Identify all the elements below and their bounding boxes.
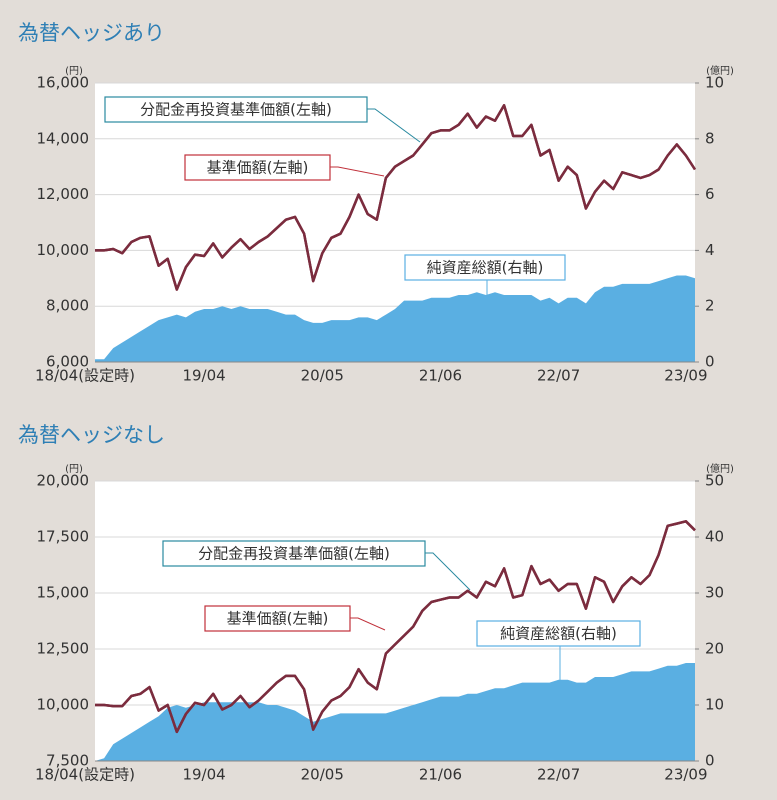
x-tick-label: 23/09 (664, 367, 707, 385)
y2-tick-label: 6 (705, 185, 715, 203)
y2-tick-label: 20 (705, 640, 724, 658)
x-tick-label: 19/04 (182, 766, 225, 784)
chart-title: 為替ヘッジなし (18, 423, 165, 447)
area (95, 275, 695, 362)
y-axis-label: (円) (65, 66, 83, 77)
y-tick-label: 15,000 (37, 584, 90, 602)
legend-box (104, 96, 368, 123)
legend-box (184, 154, 331, 181)
callout-leader (367, 108, 421, 143)
callout-leader (350, 617, 386, 631)
x-tick-label: 20/05 (301, 766, 344, 784)
legend-box (162, 540, 426, 567)
y2-tick-label: 50 (705, 472, 724, 490)
callout-leader (330, 166, 385, 177)
legend-label: 分配金再投資基準価額(左軸) (140, 101, 332, 119)
y2-tick-label: 10 (705, 74, 724, 92)
y-tick-label: 14,000 (37, 129, 90, 147)
y-tick-label: 20,000 (37, 472, 90, 490)
y2-tick-label: 2 (705, 297, 715, 315)
y2-axis-label: (億円) (706, 64, 734, 77)
line (95, 520, 696, 734)
x-tick-label: 20/05 (301, 367, 344, 385)
y-axis-label: (円) (65, 464, 83, 475)
y2-tick-label: 40 (705, 528, 724, 546)
legend-box (476, 620, 641, 647)
legend-box (204, 605, 351, 632)
x-tick-label: 19/04 (182, 367, 225, 385)
line (95, 104, 697, 291)
y-tick-label: 16,000 (37, 74, 90, 92)
legend-label: 純資産総額(右軸) (427, 259, 544, 277)
y2-tick-label: 0 (705, 353, 715, 371)
y-tick-label: 17,500 (37, 528, 90, 546)
x-tick-label: 21/06 (419, 367, 462, 385)
y-tick-label: 7,500 (46, 752, 89, 770)
legend-label: 分配金再投資基準価額(左軸) (198, 545, 390, 563)
legend-label: 基準価額(左軸) (227, 610, 329, 628)
y2-axis-label: (億円) (706, 462, 734, 475)
legend-label: 純資産総額(右軸) (500, 625, 617, 643)
y-tick-label: 6,000 (46, 353, 89, 371)
x-tick-label: 23/09 (664, 766, 707, 784)
y2-tick-label: 0 (705, 752, 715, 770)
y-tick-label: 10,000 (37, 241, 90, 259)
y-tick-label: 10,000 (37, 696, 90, 714)
callout-leader (425, 552, 471, 591)
y2-tick-label: 8 (705, 129, 715, 147)
y2-tick-label: 4 (705, 241, 715, 259)
area (95, 663, 695, 761)
legend-label: 基準価額(左軸) (207, 159, 309, 177)
y-tick-label: 12,500 (37, 640, 90, 658)
y-tick-label: 12,000 (37, 185, 90, 203)
y2-tick-label: 10 (705, 696, 724, 714)
legend-box (404, 254, 566, 281)
y2-tick-label: 30 (705, 584, 724, 602)
x-tick-label: 22/07 (537, 766, 580, 784)
x-tick-label: 21/06 (419, 766, 462, 784)
x-tick-label: 22/07 (537, 367, 580, 385)
x-tick-label: 18/04(設定時) (35, 766, 135, 784)
x-tick-label: 18/04(設定時) (35, 367, 135, 385)
y-tick-label: 8,000 (46, 297, 89, 315)
chart-title: 為替ヘッジあり (18, 21, 165, 45)
